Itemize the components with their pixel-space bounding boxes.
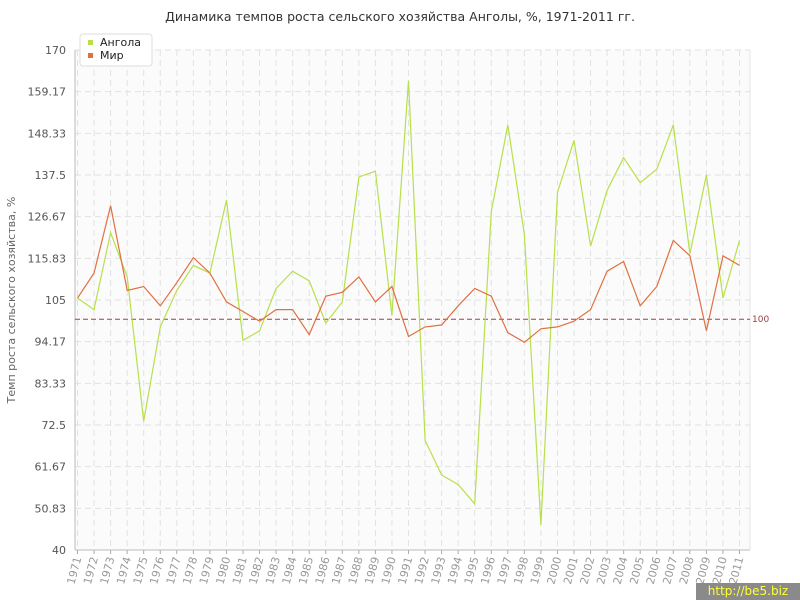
y-tick-label: 61.67 <box>35 461 67 474</box>
series-line-world <box>76 205 740 344</box>
y-tick-label: 126.67 <box>28 211 67 224</box>
x-tick-labels: 1971197219731974197519761977197819791980… <box>65 555 747 585</box>
legend-swatch <box>88 40 93 45</box>
x-tick-label: 2011 <box>727 555 747 585</box>
reference-line-group: 100 <box>75 315 769 325</box>
legend-label: Мир <box>100 49 124 62</box>
legend-box <box>79 33 153 67</box>
legend-label: Ангола <box>100 36 141 49</box>
y-tick-label: 137.5 <box>35 169 67 182</box>
chart-title: Динамика темпов роста сельского хозяйств… <box>165 9 635 24</box>
y-tick-label: 50.83 <box>35 502 67 515</box>
axes <box>74 50 751 554</box>
y-tick-label: 83.33 <box>35 377 67 390</box>
y-tick-label: 105 <box>45 294 66 307</box>
y-tick-labels: 170 159.17 148.33 137.5 126.67 115.83 105 94.17… <box>28 44 67 557</box>
series-lines <box>76 80 741 526</box>
reference-line-label: 100 <box>752 315 769 325</box>
y-tick-label: 94.17 <box>35 336 67 349</box>
y-axis-label: Темп роста сельского хозяйства, % <box>5 197 18 405</box>
y-tick-label: 148.33 <box>28 127 67 140</box>
watermark-link[interactable]: http://be5.biz <box>696 583 800 600</box>
y-tick-label: 115.83 <box>28 252 67 265</box>
series-line-angola <box>77 80 741 526</box>
legend-swatch <box>88 53 93 58</box>
y-tick-label: 40 <box>52 544 66 557</box>
y-tick-label: 159.17 <box>28 86 67 99</box>
y-tick-label: 170 <box>45 44 66 57</box>
y-tick-label: 72.5 <box>42 419 67 432</box>
